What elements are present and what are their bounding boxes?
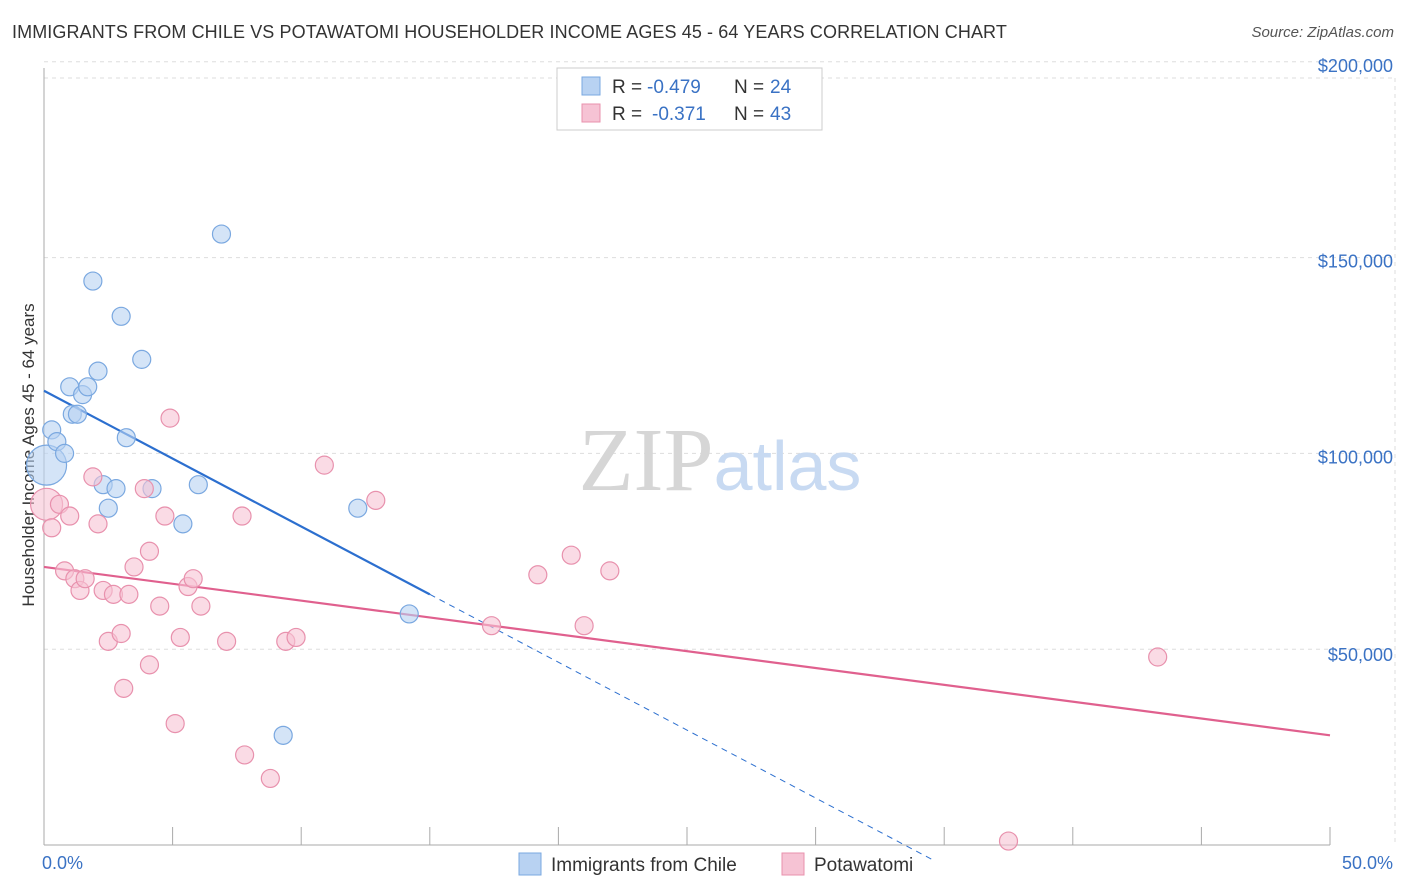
- y-tick-label-1: $100,000: [1318, 447, 1393, 467]
- series-1-point-42: [1148, 647, 1168, 667]
- series-1-point-27: [191, 596, 211, 616]
- data-points: [25, 224, 1168, 851]
- legend-n-label-1: N =: [734, 77, 764, 98]
- y-tick-label-2: $150,000: [1318, 252, 1393, 272]
- series-1-point-21: [155, 506, 175, 526]
- series-0-point-15: [116, 428, 136, 448]
- series-1-point-41: [998, 831, 1019, 851]
- series-0-point-14: [111, 306, 131, 326]
- series-1-point-37: [528, 565, 548, 585]
- series-1-point-14: [114, 678, 134, 698]
- series-1-point-29: [232, 506, 252, 526]
- series-1-point-30: [235, 745, 255, 765]
- series-0-point-9: [83, 271, 103, 291]
- x-tick-label-1: 50.0%: [1342, 853, 1393, 873]
- series-0-point-22: [348, 498, 368, 518]
- bottom-legend-swatch-potawatomi: [781, 852, 805, 876]
- series-1-point-1: [42, 518, 62, 538]
- legend-n-value-1: 24: [770, 77, 792, 98]
- legend-swatch-potawatomi: [581, 103, 601, 123]
- series-1-point-40: [600, 561, 620, 581]
- x-tick-label-0: 0.0%: [42, 853, 83, 873]
- series-1-point-9: [88, 514, 108, 534]
- series-0-point-21: [273, 725, 293, 745]
- trend-line-0: [43, 389, 431, 596]
- chart-source: Source: ZipAtlas.com: [1251, 24, 1394, 41]
- watermark-atlas: atlas: [714, 427, 862, 505]
- legend-swatch-chile: [581, 76, 601, 96]
- series-1-point-38: [561, 545, 581, 565]
- legend-n-label-2: N =: [734, 104, 764, 125]
- series-1-point-4: [60, 506, 80, 526]
- series-1-point-7: [75, 569, 95, 589]
- watermark: ZIPatlas: [579, 411, 862, 510]
- bottom-legend: Immigrants from Chile Potawatomi: [518, 852, 913, 876]
- series-1-point-20: [150, 596, 170, 616]
- series-1-points: [29, 408, 1168, 851]
- series-1-point-33: [286, 627, 306, 648]
- series-0-point-12: [98, 498, 118, 518]
- series-0-point-3: [54, 443, 75, 463]
- series-1-point-26: [183, 569, 203, 589]
- bottom-legend-label-potawatomi: Potawatomi: [814, 855, 913, 876]
- series-1-point-17: [134, 479, 154, 499]
- series-1-point-35: [366, 490, 386, 510]
- trend-line-0-extension: [429, 593, 932, 860]
- series-0-point-13: [106, 479, 126, 499]
- series-0-point-20: [211, 224, 232, 244]
- series-0-point-6: [67, 404, 88, 424]
- legend: R = -0.479 N = 24 R = -0.371 N = 43: [556, 67, 823, 131]
- legend-r-value-2: -0.371: [652, 104, 706, 125]
- legend-box: [556, 67, 823, 131]
- bottom-legend-swatch-chile: [518, 852, 542, 876]
- legend-r-label-2: R =: [612, 104, 642, 125]
- axes: [43, 68, 1331, 846]
- legend-r-label-1: R =: [612, 77, 642, 98]
- series-1-point-24: [170, 627, 190, 648]
- series-1-point-15: [119, 584, 139, 604]
- series-1-point-16: [124, 557, 144, 577]
- series-0-point-23: [399, 604, 419, 624]
- series-1-point-23: [165, 713, 185, 734]
- series-1-point-13: [111, 623, 131, 644]
- series-0-point-8: [78, 377, 98, 397]
- series-1-point-8: [83, 467, 103, 487]
- trend-lines: [43, 389, 1331, 860]
- series-1-point-34: [314, 455, 334, 475]
- series-0-point-16: [132, 349, 152, 369]
- y-tick-label-3: $200,000: [1318, 56, 1393, 76]
- legend-n-value-2: 43: [770, 104, 791, 125]
- series-1-point-28: [217, 631, 237, 651]
- y-axis-label: Householder Income Ages 45 - 64 years: [19, 303, 38, 606]
- series-0-point-18: [173, 514, 193, 534]
- y-tick-labels: $50,000 $100,000 $150,000 $200,000: [1318, 56, 1393, 665]
- series-1-point-36: [481, 616, 502, 636]
- series-1-point-18: [139, 541, 160, 561]
- series-1-point-39: [574, 616, 594, 636]
- trend-line-1: [43, 565, 1331, 737]
- x-tick-labels: 0.0% 50.0%: [42, 853, 1393, 873]
- bottom-legend-label-chile: Immigrants from Chile: [551, 855, 737, 876]
- legend-r-value-1: -0.479: [647, 77, 701, 98]
- watermark-zip: ZIP: [579, 411, 714, 510]
- series-0-point-19: [188, 475, 208, 495]
- series-1-point-19: [139, 655, 160, 675]
- series-1-point-22: [160, 408, 180, 428]
- chart-title: IMMIGRANTS FROM CHILE VS POTAWATOMI HOUS…: [12, 22, 1007, 42]
- series-0-points: [25, 224, 419, 745]
- series-0-point-10: [88, 361, 108, 381]
- y-tick-label-0: $50,000: [1328, 645, 1393, 665]
- series-1-point-31: [260, 768, 280, 789]
